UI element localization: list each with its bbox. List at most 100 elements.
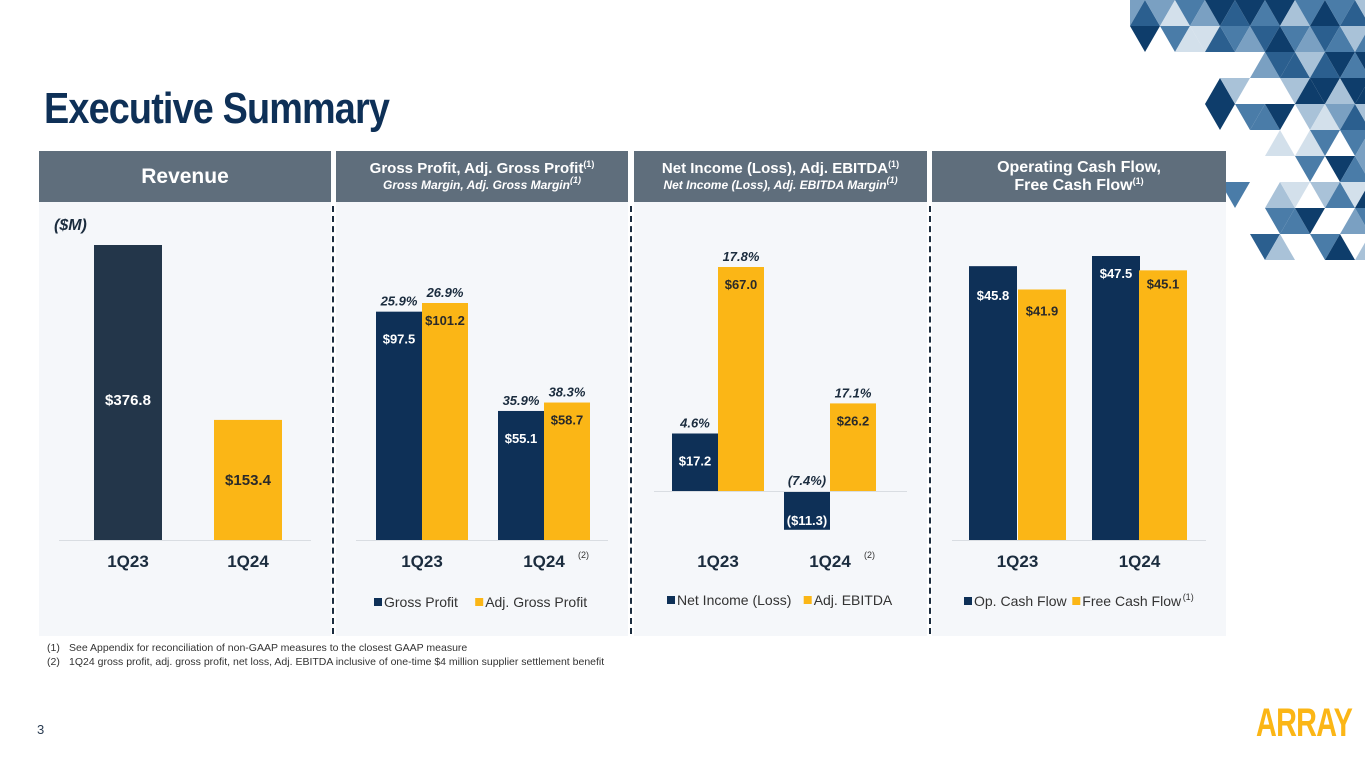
decorative-triangle <box>1250 26 1280 52</box>
page-number: 3 <box>37 722 45 737</box>
category-label: 1Q23 <box>401 552 443 571</box>
decorative-triangle <box>1280 0 1310 26</box>
decorative-triangle <box>1325 182 1355 208</box>
bar <box>784 492 830 530</box>
category-label: 1Q24 <box>523 552 565 571</box>
decorative-triangle <box>1190 0 1220 26</box>
data-label: $376.8 <box>105 392 151 409</box>
decorative-triangle <box>1325 52 1355 78</box>
subtitle-text: Net Income (Loss), Adj. EBITDA Margin <box>663 178 887 192</box>
decorative-triangle <box>1310 182 1340 208</box>
data-label: $101.2 <box>425 313 465 328</box>
bar <box>1092 256 1140 540</box>
bar <box>1018 289 1066 540</box>
decorative-triangle <box>1310 104 1340 130</box>
legend-label: Free Cash Flow <box>1082 593 1182 609</box>
decorative-triangle <box>1175 0 1205 26</box>
decorative-triangle <box>1250 234 1280 260</box>
decorative-triangle <box>1295 156 1325 182</box>
net-income-panel <box>634 202 927 636</box>
decorative-triangle <box>1295 130 1325 156</box>
decorative-triangle <box>1205 0 1235 26</box>
decorative-triangle <box>1280 208 1310 234</box>
bar <box>969 266 1017 540</box>
bar <box>214 419 282 540</box>
bar <box>544 402 590 540</box>
decorative-triangle <box>1235 104 1265 130</box>
decorative-triangle <box>1250 104 1280 130</box>
margin-label: 17.1% <box>835 385 872 400</box>
margin-label: 25.9% <box>380 294 418 309</box>
cash-flow-panel-header: Operating Cash Flow, Free Cash Flow(1) <box>932 151 1226 202</box>
decorative-triangle <box>1355 156 1365 174</box>
footnote: (1) See Appendix for reconciliation of no… <box>47 641 604 655</box>
bar <box>718 267 764 491</box>
footnote-ref: (2) <box>864 550 875 560</box>
decorative-triangle <box>1235 26 1265 52</box>
revenue-panel-title: Revenue <box>141 164 229 188</box>
data-label: $26.2 <box>837 413 870 428</box>
decorative-triangle <box>1190 26 1220 52</box>
gross-profit-panel-title: Gross Profit, Adj. Gross Profit(1) <box>370 160 595 178</box>
legend-swatch <box>964 597 972 605</box>
unit-label: ($M) <box>54 217 87 234</box>
decorative-triangle <box>1310 78 1340 104</box>
decorative-triangle <box>1355 52 1365 70</box>
decorative-triangle <box>1265 182 1295 208</box>
margin-label: 38.3% <box>549 385 586 400</box>
legend-label: Gross Profit <box>384 594 458 610</box>
panel-divider <box>630 206 632 634</box>
page-title: Executive Summary <box>44 84 390 133</box>
footnote-number: (2) <box>47 656 60 668</box>
footnote-ref: (1) <box>888 159 900 169</box>
decorative-triangle <box>1265 26 1295 52</box>
decorative-triangle <box>1355 104 1365 122</box>
decorative-triangle <box>1265 208 1295 234</box>
bar <box>1139 270 1187 540</box>
array-logo: ARRAY <box>1256 701 1353 745</box>
decorative-triangle <box>1250 0 1280 26</box>
category-label: 1Q24 <box>809 552 851 571</box>
decorative-triangle <box>1130 26 1160 52</box>
data-label: $45.8 <box>977 288 1010 303</box>
decorative-triangle <box>1325 26 1355 52</box>
legend-swatch <box>803 596 812 604</box>
gross-profit-panel-header: Gross Profit, Adj. Gross Profit(1) Gross… <box>336 151 628 202</box>
net-income-panel-title: Net Income (Loss), Adj. EBITDA(1) <box>662 160 899 178</box>
data-label: $97.5 <box>383 332 416 347</box>
margin-label: 35.9% <box>503 393 540 408</box>
decorative-triangle <box>1265 0 1295 26</box>
net-income-chart: $17.2 4.6% $67.0 17.8% 1Q23 ($11.3) (7.4%) $26.… <box>654 249 907 608</box>
title-text: Net Income (Loss), Adj. EBITDA <box>661 160 889 177</box>
gross-profit-chart: $97.5 25.9% $101.2 26.9% 1Q23 $55.1 35.9% $58.7… <box>356 285 608 610</box>
data-label: $55.1 <box>505 431 538 446</box>
revenue-panel-header: Revenue <box>39 151 331 202</box>
gross-profit-panel-subtitle: Gross Margin, Adj. Gross Margin(1) <box>383 176 581 193</box>
decorative-triangle <box>1295 104 1325 130</box>
decorative-triangle <box>1160 0 1190 26</box>
decorative-triangle <box>1220 78 1250 104</box>
decorative-triangle <box>1355 242 1365 260</box>
data-label: $67.0 <box>725 277 758 292</box>
data-label: $58.7 <box>551 413 584 428</box>
decorative-triangle <box>1355 190 1365 208</box>
decorative-triangle <box>1310 130 1340 156</box>
data-label: $153.4 <box>225 472 272 489</box>
decorative-triangle <box>1325 104 1355 130</box>
decorative-triangle <box>1205 104 1235 130</box>
decorative-triangle <box>1265 104 1295 130</box>
legend-swatch <box>475 598 484 606</box>
decorative-triangle <box>1280 52 1310 78</box>
net-income-panel-header: Net Income (Loss), Adj. EBITDA(1) Net In… <box>634 151 927 202</box>
data-label: $17.2 <box>679 453 712 468</box>
decorative-triangle <box>1265 52 1295 78</box>
decorative-triangle <box>1295 208 1325 234</box>
decorative-triangle <box>1325 156 1355 182</box>
legend-swatch <box>667 596 675 604</box>
bar <box>94 245 162 540</box>
footnote-text: See Appendix for reconciliation of non-G… <box>69 642 468 654</box>
data-label: $47.5 <box>1100 266 1133 281</box>
decorative-triangle <box>1205 26 1235 52</box>
decorative-triangle <box>1280 78 1310 104</box>
footnote-ref: (1) <box>1132 175 1144 186</box>
